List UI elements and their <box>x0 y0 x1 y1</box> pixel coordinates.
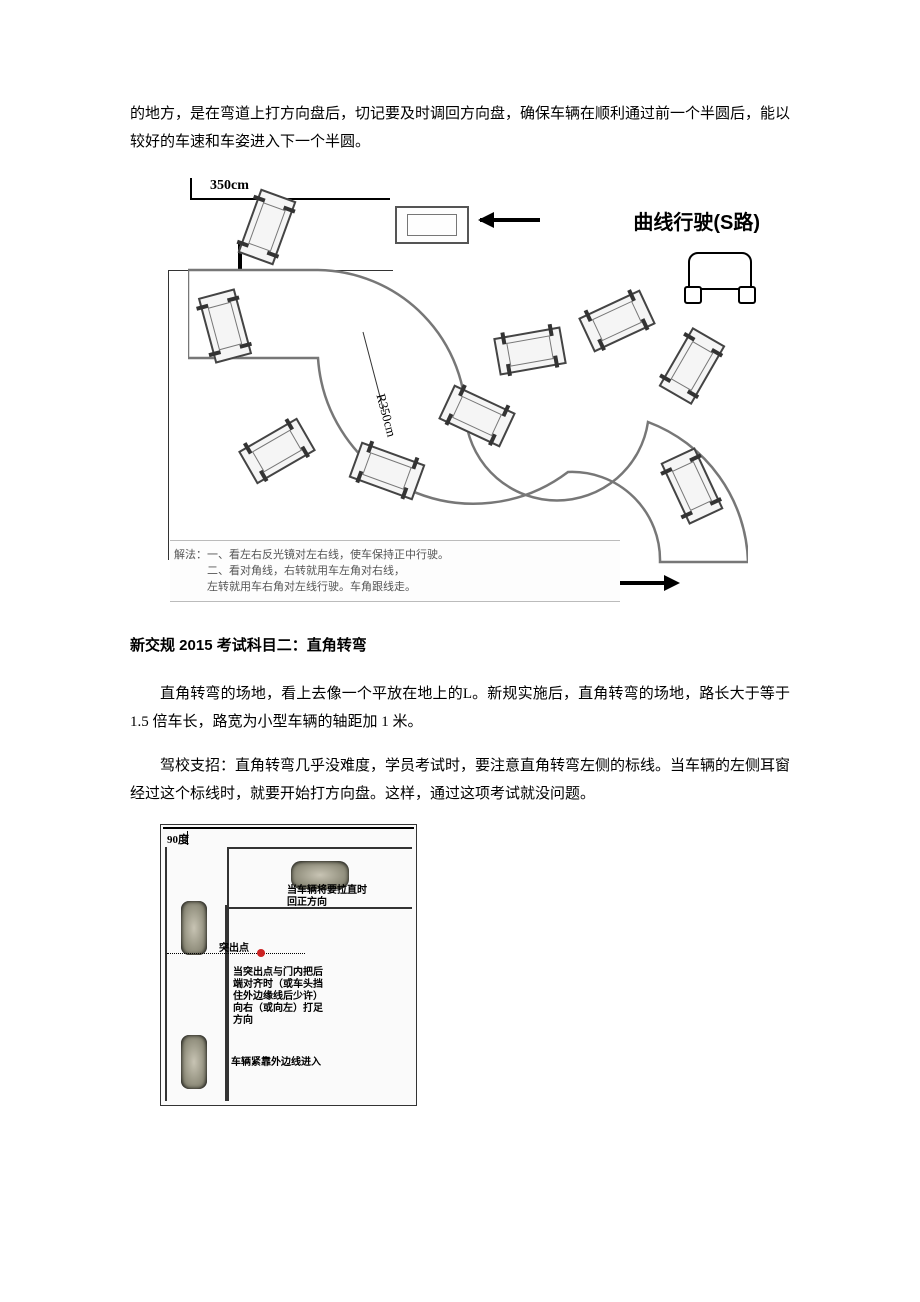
left-guide-vline <box>168 270 169 560</box>
label-turn: 当突出点与门内把后端对齐时（或车头挡住外边缘线后少许）向右（或向左）打足方向 <box>233 967 327 1027</box>
dim-350-tick <box>190 178 202 200</box>
figure-s-curve: 350cm 曲线行驶(S路) 260cm R350cm <box>160 172 790 602</box>
notes-line1: 一、看左右反光镜对左右线，使车保持正中行驶。 <box>207 549 449 561</box>
figure-right-angle: 90度 突出点 当车辆将要拉直时回正方向 当突出点与门内把后端对齐时（或车头挡住… <box>160 824 790 1106</box>
paragraph-2b: 驾校支招：直角转弯几乎没难度，学员考试时，要注意直角转弯左侧的标线。当车辆的左侧… <box>130 752 790 808</box>
exit-arrow-icon <box>480 218 540 222</box>
dim-350-label: 350cm <box>210 178 249 194</box>
exit-car-box <box>395 206 469 244</box>
document-page: 的地方，是在弯道上打方向盘后，切记要及时调回方向盘，确保车辆在顺利通过前一个半圆… <box>0 0 920 1196</box>
notes-line3: 左转就用车右角对左线行驶。车角跟线走。 <box>207 581 416 593</box>
s-road-container: R350cm <box>188 242 748 562</box>
entry-arrow-icon <box>614 574 680 592</box>
label-tuchu: 突出点 <box>219 943 249 955</box>
s-curve-diagram: 350cm 曲线行驶(S路) 260cm R350cm <box>160 172 770 602</box>
intro-paragraph: 的地方，是在弯道上打方向盘后，切记要及时调回方向盘，确保车辆在顺利通过前一个半圆… <box>130 100 790 156</box>
paragraph-2a: 直角转弯的场地，看上去像一个平放在地上的L。新规实施后，直角转弯的场地，路长大于… <box>130 680 790 736</box>
notes-line2: 二、看对角线，右转就用车左角对右线， <box>207 565 405 577</box>
car-top-vertical-1 <box>181 901 207 955</box>
diagram1-notes: 解法：一、看左右反光镜对左右线，使车保持正中行驶。 二、看对角线，右转就用车左角… <box>170 540 620 602</box>
label-enter: 车辆紧靠外边线进入 <box>231 1057 321 1069</box>
protrusion-point-icon <box>257 949 265 957</box>
car-top-vertical-2 <box>181 1035 207 1089</box>
right-angle-diagram: 90度 突出点 当车辆将要拉直时回正方向 当突出点与门内把后端对齐时（或车头挡住… <box>160 824 417 1106</box>
section-heading-2: 新交规 2015 考试科目二：直角转弯 <box>130 632 790 660</box>
notes-prefix: 解法： <box>174 549 207 561</box>
label-90deg: 90度 <box>167 831 189 847</box>
d2-top-border <box>163 827 414 829</box>
label-huizheng: 当车辆将要拉直时回正方向 <box>287 885 367 909</box>
diagram1-title: 曲线行驶(S路) <box>633 206 760 235</box>
road-inner-corner <box>225 905 227 1101</box>
tick-90deg <box>187 831 188 845</box>
